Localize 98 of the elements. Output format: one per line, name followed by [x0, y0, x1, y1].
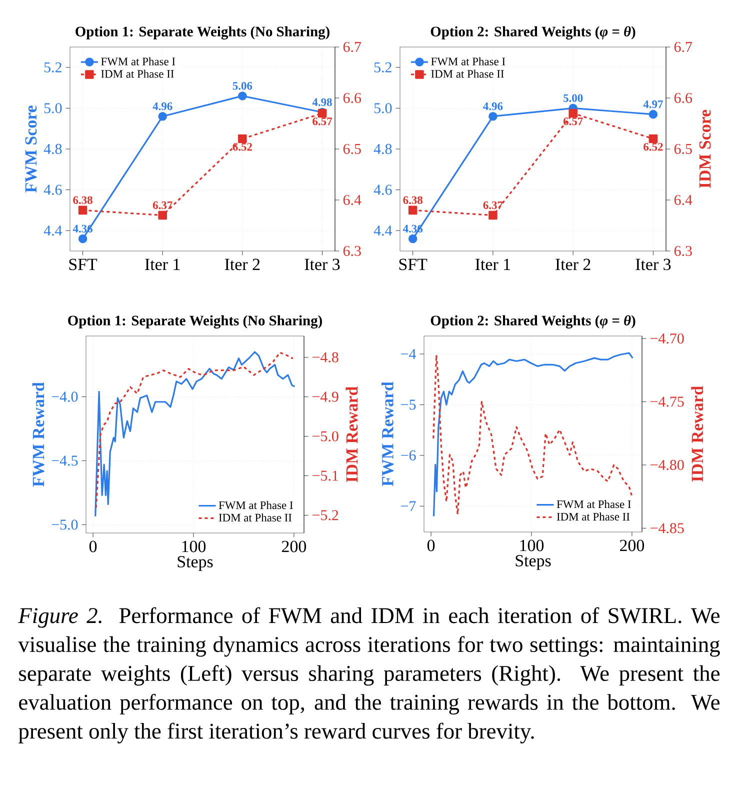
data-label: 5.06: [232, 82, 252, 90]
y2-axis-title: IDM Reward: [691, 386, 704, 482]
point: [78, 234, 88, 244]
y2-tick-label: 6.6: [343, 92, 362, 104]
y-axis-title: FWM Reward: [32, 382, 44, 487]
y2-tick-label: 6.4: [343, 194, 362, 206]
legend-label: IDM at Phase II: [431, 70, 504, 78]
data-label: 6.37: [483, 201, 503, 210]
y-tick-label: 5.0: [44, 103, 62, 114]
y-tick-label: 4.4: [374, 226, 392, 236]
chart-title: Option 2: Shared Weights (φ = θ): [430, 315, 636, 328]
point: [158, 210, 167, 220]
chart-title: Option 1: Separate Weights (No Sharing): [76, 26, 330, 40]
y-tick-label: −5: [401, 400, 416, 410]
y2-tick-label: 6.3: [343, 246, 361, 256]
point: [238, 134, 247, 144]
y2-tick-label: 6.6: [674, 92, 692, 104]
y2-tick-label: 6.4: [674, 194, 692, 206]
y-tick-label: 4.8: [44, 144, 62, 154]
legend-label: IDM at Phase II: [556, 512, 630, 521]
y-tick-label: −6: [401, 450, 416, 460]
data-label: 4.97: [643, 100, 663, 108]
y-axis-title: FWM Score: [25, 106, 37, 193]
data-label: 6.57: [312, 117, 332, 126]
y2-axis-title: IDM Reward: [346, 386, 358, 482]
data-label: 4.96: [152, 102, 172, 110]
legend-label: IDM at Phase II: [101, 70, 174, 78]
y2-axis-title: IDM Score: [699, 110, 711, 188]
data-label: 4.98: [312, 98, 332, 106]
x-tick-label: 0: [89, 540, 97, 552]
y-tick-label: −4.0: [52, 392, 78, 402]
point: [568, 108, 578, 118]
y2-tick-label: −4.80: [650, 460, 684, 470]
x-tick-label: Iter 3: [636, 258, 671, 270]
y2-tick-label: −5.2: [312, 510, 338, 520]
y-axis-title: FWM Reward: [381, 382, 394, 486]
y-tick-label: −4.5: [52, 456, 78, 466]
x-tick-label: Iter 3: [304, 258, 340, 270]
legend-label: FWM at Phase I: [218, 501, 293, 510]
y2-tick-label: 6.3: [674, 246, 692, 256]
y2-tick-label: −4.9: [312, 392, 338, 402]
x-axis-title: Steps: [178, 556, 213, 571]
data-label: 6.38: [403, 196, 422, 204]
y2-tick-label: 6.5: [674, 144, 692, 154]
y2-tick-label: −5.0: [312, 431, 338, 442]
data-label: 5.00: [563, 94, 583, 102]
y-tick-label: −5.0: [52, 520, 78, 530]
point: [78, 206, 88, 215]
y-tick-label: 4.8: [374, 144, 392, 154]
data-label: 4.96: [483, 102, 503, 110]
point: [408, 206, 418, 215]
y2-tick-label: −5.1: [312, 470, 338, 481]
y-tick-label: −4: [401, 349, 416, 359]
x-tick-label: SFT: [69, 258, 98, 270]
y-tick-label: 4.4: [44, 226, 62, 236]
point: [488, 112, 498, 121]
y2-tick-label: 6.5: [343, 144, 361, 154]
text: Figure 2. Performance of FWM and IDM in each iteration of SWIRL. We visualise the training dynamics across iterations for two settings: maintaining separate weights (Left) versus sharing parameters (Right). We present the evaluation performance on top, and the training rewards in the bottom. We present only the first iteration’s reward curves for brevity.: [18, 607, 720, 744]
point: [158, 112, 167, 121]
point: [648, 134, 658, 144]
legend-label: FWM at Phase I: [101, 57, 176, 66]
y-tick-label: 4.6: [44, 184, 62, 195]
y-tick-label: 5.2: [44, 62, 62, 72]
x-tick-label: 0: [427, 540, 435, 552]
data-label: 6.37: [152, 201, 172, 210]
y-tick-label: −7: [401, 501, 416, 512]
x-tick-label: Iter 2: [556, 258, 590, 270]
legend-label: FWM at Phase I: [556, 500, 631, 508]
x-tick-label: 200: [620, 540, 644, 552]
x-tick-label: 100: [182, 540, 206, 552]
y2-tick-label: −4.8: [312, 352, 338, 362]
y-tick-label: 4.6: [374, 184, 392, 195]
point: [408, 234, 418, 244]
y2-tick-label: 6.7: [343, 42, 362, 52]
x-tick-label: 100: [520, 540, 544, 552]
data-label: 6.38: [73, 196, 92, 204]
x-tick-label: Iter 1: [475, 258, 510, 270]
data-label: 6.52: [644, 142, 663, 151]
y-tick-label: 5.0: [374, 103, 392, 114]
point: [648, 110, 658, 119]
chart-title: Option 1: Separate Weights (No Sharing): [68, 315, 322, 328]
x-tick-label: Iter 1: [145, 258, 180, 270]
chart-title: Option 2: Shared Weights (φ = θ): [430, 26, 636, 40]
y2-tick-label: −4.70: [650, 333, 684, 344]
x-axis-title: Steps: [516, 555, 551, 570]
point: [488, 210, 498, 220]
x-tick-label: SFT: [399, 258, 428, 270]
y2-tick-label: 6.7: [674, 42, 692, 52]
y2-tick-label: −4.85: [650, 523, 684, 534]
y-tick-label: 5.2: [374, 62, 392, 72]
y2-tick-label: −4.75: [650, 396, 684, 407]
x-tick-label: Iter 2: [224, 258, 260, 270]
x-tick-label: 200: [282, 540, 306, 552]
data-label: 6.57: [563, 117, 583, 126]
legend-label: FWM at Phase I: [431, 57, 506, 66]
legend-label: IDM at Phase II: [218, 513, 292, 522]
point: [238, 92, 247, 100]
data-label: 6.52: [232, 142, 252, 151]
